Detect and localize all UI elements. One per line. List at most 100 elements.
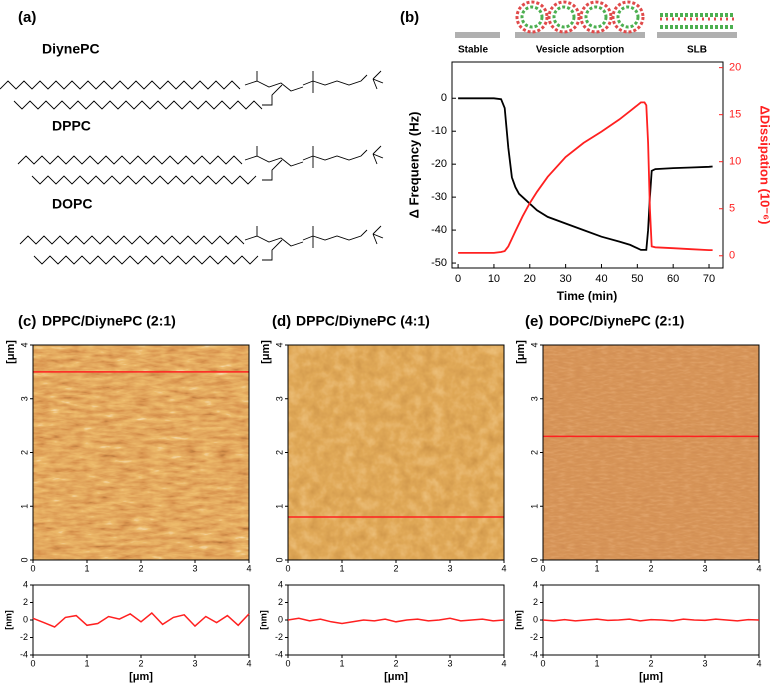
profile-line [32,611,250,628]
headgroup [244,225,384,261]
x-tick-label: 2 [138,563,143,573]
x-tick-label: 10 [488,273,500,285]
y-tick-label: 0 [441,92,447,104]
y-axis-label: [nm] [258,610,268,630]
x-tick-label: 1 [84,563,89,573]
y-tick-label: 4 [278,579,283,589]
y-tick-label: 4 [23,579,28,589]
x-tick-label: 0 [285,563,290,573]
chain [0,80,241,90]
x-tick-label: 1 [594,563,599,573]
y-axis-label: [μm] [515,340,527,364]
chain [13,100,263,110]
y-tick-label: -40 [431,224,447,236]
x-tick-label: 1 [339,658,344,668]
y-tick-label: 4 [533,579,538,589]
y-tick-label: -2 [530,632,538,642]
x-axis-label: [μm] [129,671,153,683]
y-axis-label: [nm] [3,610,13,630]
stage-label: Vesicle adsorption [536,45,624,56]
x-axis-label: [μm] [384,671,408,683]
y-tick-label: -50 [431,257,447,269]
x-tick-label: 2 [648,658,653,668]
y-tick-label: -20 [431,158,447,170]
y-tick-label: 2 [274,450,284,455]
data-line [458,101,713,254]
y-tick-label: 3 [529,396,539,401]
x-tick-label: 1 [339,563,344,573]
x-tick-label: 4 [501,563,506,573]
y-tick-label: 4 [529,342,539,347]
lipid-name: DOPC [52,196,92,212]
y-tick-label: 0 [19,557,29,562]
x-tick-label: 3 [702,658,707,668]
chain [33,255,259,265]
y-tick-label: 0 [278,614,283,624]
lipid-name: DiynePC [42,41,100,57]
profile-line [287,617,505,625]
x-tick-label: 3 [447,563,452,573]
data-line [458,97,713,251]
chemical-structures [0,70,384,265]
afm-image [33,345,249,560]
x-tick-label: 3 [447,658,452,668]
x-tick-label: 4 [501,658,506,668]
plot-frame [451,61,724,269]
y2-tick-label: 5 [729,203,735,215]
y2-tick-label: 10 [729,156,741,168]
x-tick-label: 40 [595,273,607,285]
x-tick-label: 60 [667,273,679,285]
x-tick-label: 4 [246,658,251,668]
y-axis-label: [nm] [513,610,523,630]
y2-tick-label: 20 [729,62,741,74]
panel-title: DPPC/DiynePC (4:1) [296,313,430,329]
y-tick-label: 2 [278,597,283,607]
y-tick-label: 1 [274,504,284,509]
x-tick-label: 0 [30,658,35,668]
y-tick-label: -2 [20,632,28,642]
y-tick-label: 2 [529,450,539,455]
y-axis-label: Δ Frequency (Hz) [406,112,421,219]
panel-label: (a) [18,9,36,26]
x-tick-label: 0 [30,563,35,573]
headgroup [244,145,384,181]
x-tick-label: 2 [393,658,398,668]
y-axis-label: [μm] [260,340,272,364]
x-tick-label: 2 [393,563,398,573]
y-tick-label: -2 [275,632,283,642]
x-tick-label: 70 [703,273,715,285]
y-tick-label: -10 [431,125,447,137]
substrate [515,32,645,38]
afm-image [288,345,504,560]
y-tick-label: 0 [529,557,539,562]
y-tick-label: 3 [274,396,284,401]
stage-label: SLB [687,45,707,56]
vesicles [515,0,645,34]
y-tick-label: 2 [23,597,28,607]
x-tick-label: 2 [138,658,143,668]
x-tick-label: 20 [524,273,536,285]
panel-label: (e) [525,313,543,330]
afm-image [543,345,759,560]
x-axis-label: [μm] [639,671,663,683]
y-tick-label: 3 [19,396,29,401]
x-tick-label: 0 [455,273,461,285]
y-tick-label: -4 [275,649,283,659]
x-tick-label: 4 [246,563,251,573]
y-axis-label: [μm] [5,340,17,364]
y2-tick-label: 15 [729,109,741,121]
y-tick-label: -30 [431,191,447,203]
x-tick-label: 3 [702,563,707,573]
substrate [657,32,737,38]
y-tick-label: 0 [274,557,284,562]
y-tick-label: -4 [530,649,538,659]
y-tick-label: 2 [19,450,29,455]
x-tick-label: 2 [648,563,653,573]
y-tick-label: 2 [533,597,538,607]
y-tick-label: 1 [529,504,539,509]
chain [19,235,245,245]
y-tick-label: 0 [23,614,28,624]
panel-label: (d) [272,313,291,330]
stage-label: Stable [458,45,488,56]
